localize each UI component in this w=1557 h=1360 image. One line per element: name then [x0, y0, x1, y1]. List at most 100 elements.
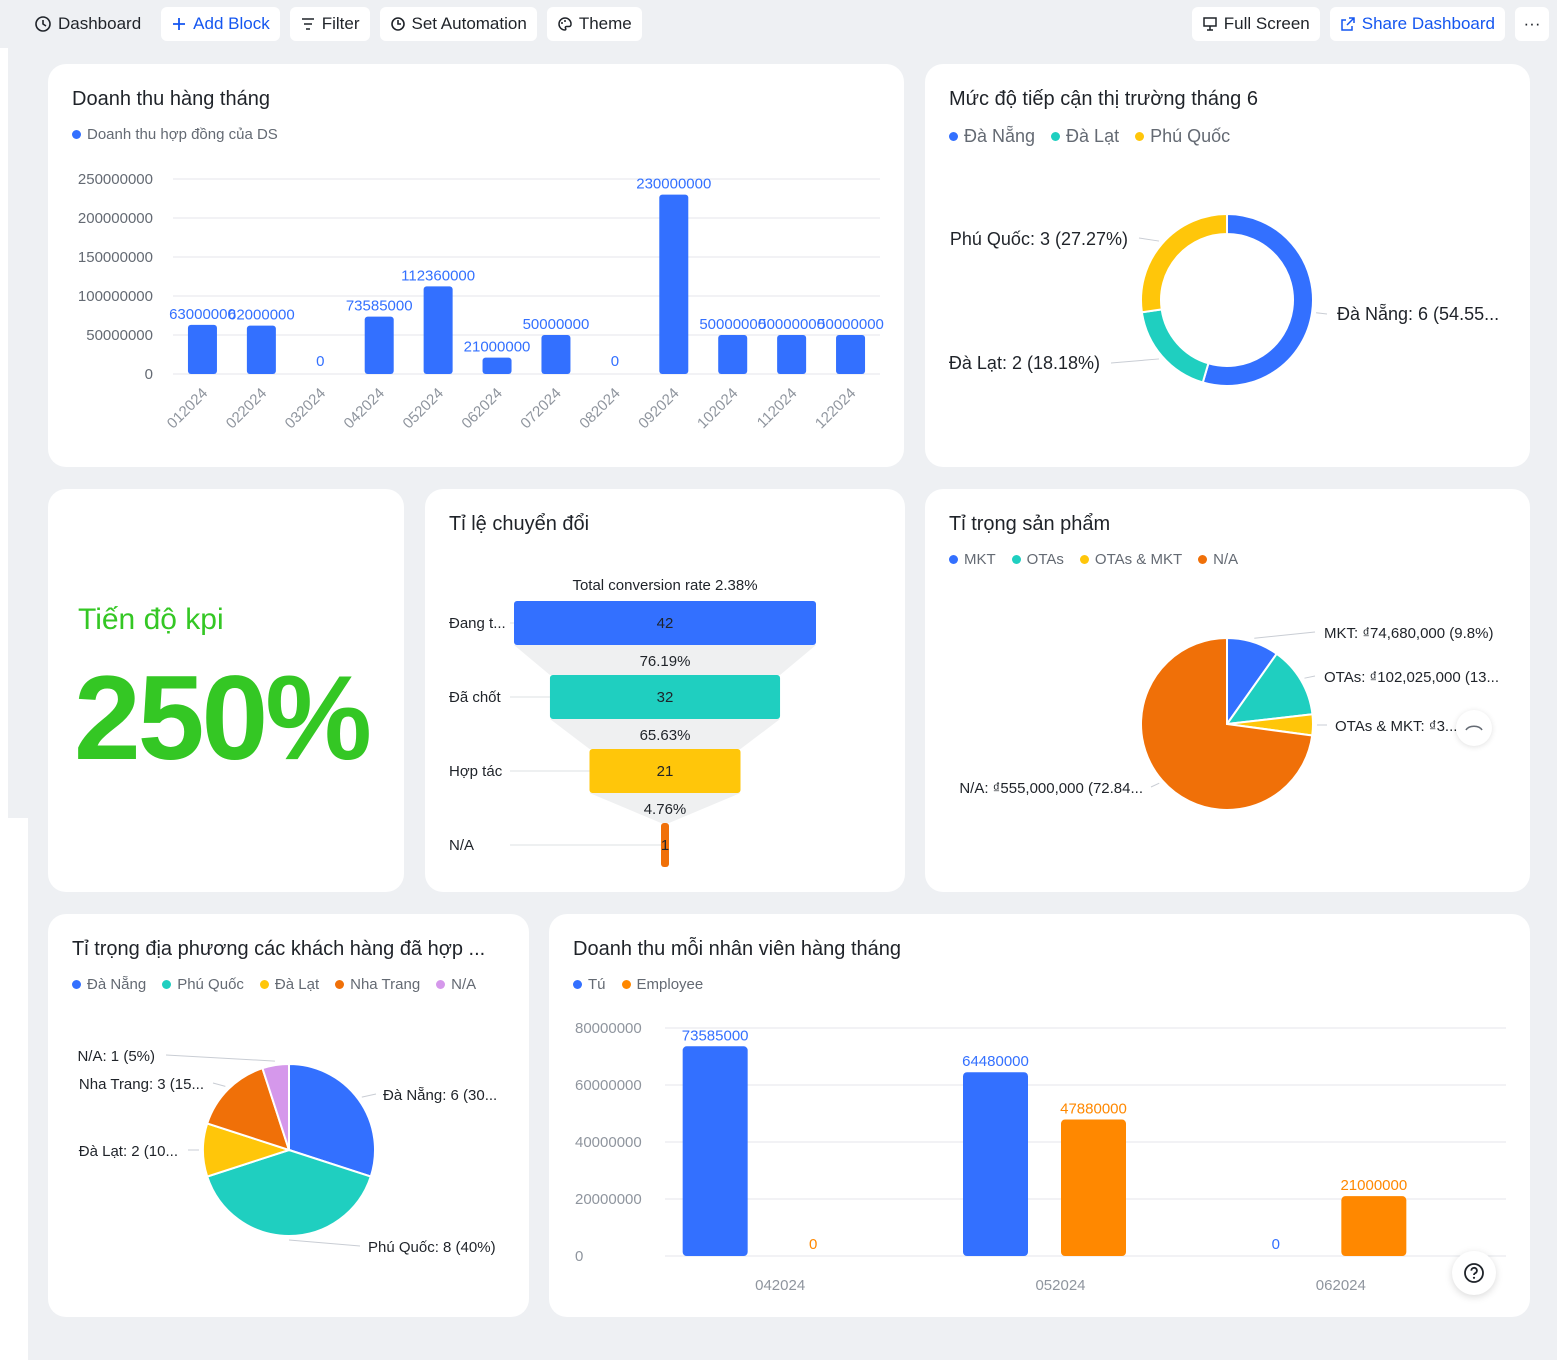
x-tick-label: 112024 [754, 385, 801, 432]
presentation-icon [1203, 17, 1217, 31]
bar [682, 1046, 748, 1256]
plus-icon [173, 18, 186, 30]
market-reach-card[interactable]: Mức độ tiếp cận thị trường tháng 6 Đà Nẵ… [925, 64, 1530, 467]
legend-label: Employee [636, 976, 704, 993]
pie-slice [1140, 308, 1210, 384]
chart-legend: MKT OTAs OTAs & MKT N/A [949, 551, 1238, 568]
filter-button[interactable]: Filter [289, 7, 370, 41]
stage-rate: 4.76% [644, 801, 687, 818]
share-dashboard-button[interactable]: Share Dashboard [1329, 7, 1505, 41]
x-tick-label: 022024 [223, 385, 270, 432]
kpi-card[interactable]: Tiến độ kpi 250% [48, 489, 404, 892]
legend-item[interactable]: Employee [621, 976, 704, 993]
leader-line [1138, 237, 1160, 242]
bar [541, 335, 571, 374]
legend-dot [259, 980, 269, 989]
stage-value: 42 [657, 615, 674, 632]
data-label: 50000000 [817, 316, 884, 333]
leader-line [212, 1082, 226, 1087]
help-icon [1464, 1263, 1484, 1283]
legend-item[interactable]: Phú Quốc [1135, 126, 1230, 147]
monthly-revenue-card[interactable]: Doanh thu hàng tháng Doanh thu hợp đồng … [48, 64, 904, 467]
stage-value: 21 [657, 763, 674, 780]
pie-slice [1140, 636, 1314, 811]
legend-dot [1079, 555, 1089, 564]
x-tick-label: 072024 [517, 385, 564, 432]
region-share-chart: Đà Nẵng: 6 (30... Phú Quốc: 8 (40%) Đà Lạt… [77, 1048, 497, 1256]
data-label: 47880000 [1060, 1101, 1127, 1118]
employee-revenue-card[interactable]: Doanh thu mỗi nhân viên hàng tháng Tú Em… [549, 914, 1530, 1317]
legend-label: MKT [964, 551, 996, 568]
dashboard-label: Dashboard [58, 14, 142, 33]
legend-item[interactable]: Đà Nẵng [72, 976, 146, 993]
stage-label: Hợp tác [449, 763, 503, 780]
stage-value: 32 [657, 689, 674, 706]
chart-legend: Đà Nẵng Phú Quốc Đà Lạt Nha Trang N/A [72, 976, 476, 993]
funnel-connector [549, 719, 781, 749]
slice-label: Đà Nẵng: 6 (30... [383, 1087, 497, 1104]
y-tick-label: 60000000 [575, 1077, 642, 1094]
legend-item[interactable]: MKT [949, 551, 996, 568]
kpi-value: 250% [74, 651, 372, 785]
x-tick-label: 042024 [755, 1277, 805, 1294]
help-button[interactable] [1452, 1251, 1496, 1295]
legend-label: Phú Quốc [177, 976, 244, 993]
region-share-card[interactable]: Tỉ trọng địa phương các khách hàng đã hợ… [48, 914, 529, 1317]
data-label: 73585000 [346, 298, 413, 315]
x-tick-label: 102024 [694, 385, 741, 432]
full-screen-button[interactable]: Full Screen [1191, 7, 1320, 41]
legend-item[interactable]: N/A [436, 976, 476, 993]
legend-item[interactable]: Đà Lạt [259, 976, 319, 993]
theme-button[interactable]: Theme [546, 7, 642, 41]
chart-overlay-button[interactable] [1456, 710, 1492, 746]
theme-label: Theme [578, 14, 632, 33]
data-label: 0 [809, 1236, 817, 1253]
set-automation-button[interactable]: Set Automation [379, 7, 537, 41]
legend-dot [162, 980, 172, 989]
add-block-label: Add Block [193, 14, 270, 33]
legend-item[interactable]: Đà Nẵng [949, 126, 1035, 147]
slice-label: Phú Quốc: 8 (40%) [368, 1239, 496, 1256]
bar [777, 335, 807, 374]
x-tick-label: 052024 [400, 385, 447, 432]
leader-line [1150, 782, 1160, 788]
stage-label: Đang t... [449, 615, 506, 632]
bar [836, 335, 866, 374]
legend-item[interactable]: Nha Trang [335, 976, 420, 993]
x-tick-label: 082024 [576, 385, 623, 432]
legend-item[interactable]: Doanh thu hợp đồng của DS [72, 126, 278, 143]
leader-line [1110, 358, 1160, 364]
legend-label: OTAs & MKT [1094, 551, 1183, 568]
slice-label: MKT: ₫74,680,000 (9.8%) [1324, 625, 1493, 642]
conversion-card[interactable]: Tỉ lệ chuyển đổi Total conversion rate 2… [425, 489, 905, 892]
card-title: Tỉ trọng địa phương các khách hàng đã hợ… [72, 938, 486, 960]
legend-dot [335, 980, 345, 989]
filter-icon [301, 18, 314, 30]
slice-label: Đà Nẵng: 6 (54.55... [1337, 304, 1499, 324]
product-share-card[interactable]: Tỉ trọng sản phẩm MKT OTAs OTAs & MKT N/… [925, 489, 1530, 892]
legend-dot [72, 980, 81, 989]
leader-line [1316, 312, 1328, 315]
slice-label: OTAs: ₫102,025,000 (13... [1324, 669, 1499, 686]
x-tick-label: 042024 [341, 385, 388, 432]
monthly-revenue-chart: 0 50000000 100000000 150000000 200000000 2500… [78, 171, 884, 432]
bar [963, 1072, 1028, 1256]
dashboard-button[interactable]: Dashboard [28, 7, 151, 41]
more-button[interactable]: ··· [1515, 7, 1549, 41]
legend-item[interactable]: OTAs & MKT [1079, 551, 1183, 568]
legend-item[interactable]: Phú Quốc [162, 976, 244, 993]
data-label: 50000000 [758, 316, 825, 333]
full-screen-label: Full Screen [1223, 14, 1310, 33]
stage-value: 1 [661, 837, 669, 854]
pie-slice [205, 1148, 373, 1237]
funnel-connector [514, 645, 816, 675]
legend-item[interactable]: N/A [1198, 551, 1238, 568]
legend-label: Đà Nẵng [87, 976, 147, 993]
legend-dot [949, 555, 958, 564]
add-block-button[interactable]: Add Block [161, 7, 280, 41]
legend-item[interactable]: Đà Lạt [1051, 126, 1119, 147]
slice-label: OTAs & MKT: ₫3... [1335, 718, 1457, 735]
legend-item[interactable]: Tú [573, 976, 606, 993]
legend-label: Phú Quốc [1150, 126, 1231, 146]
legend-item[interactable]: OTAs [1011, 551, 1064, 568]
